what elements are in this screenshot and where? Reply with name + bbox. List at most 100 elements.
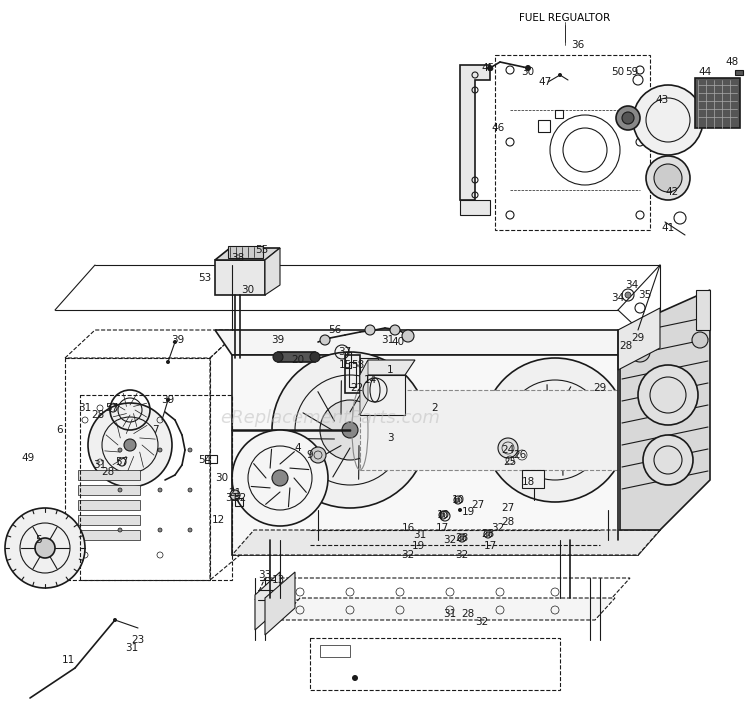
Circle shape xyxy=(188,488,192,492)
Text: 31: 31 xyxy=(443,609,457,619)
Text: 38: 38 xyxy=(231,253,244,263)
Circle shape xyxy=(643,435,693,485)
Text: 3: 3 xyxy=(387,433,393,443)
Text: 39: 39 xyxy=(272,335,285,345)
Bar xyxy=(695,78,740,128)
Text: 34: 34 xyxy=(626,280,638,290)
Bar xyxy=(205,455,217,463)
Text: 27: 27 xyxy=(471,500,484,510)
Text: 57: 57 xyxy=(116,457,129,467)
Circle shape xyxy=(35,538,55,558)
Text: 19: 19 xyxy=(461,507,475,517)
Text: 59: 59 xyxy=(626,67,638,77)
Text: 56: 56 xyxy=(328,325,341,335)
Circle shape xyxy=(113,618,117,622)
Text: 14: 14 xyxy=(363,375,376,385)
Text: 10: 10 xyxy=(436,510,449,520)
Text: 25: 25 xyxy=(503,457,517,467)
Text: 30: 30 xyxy=(215,473,229,483)
Circle shape xyxy=(630,342,650,362)
Polygon shape xyxy=(618,308,660,370)
Text: 18: 18 xyxy=(521,477,535,487)
Text: 19: 19 xyxy=(411,541,424,551)
Circle shape xyxy=(397,412,453,468)
Text: 32: 32 xyxy=(443,535,457,545)
Circle shape xyxy=(365,325,375,335)
Polygon shape xyxy=(265,248,280,295)
Text: eReplacementParts.com: eReplacementParts.com xyxy=(220,409,440,427)
Circle shape xyxy=(527,402,583,458)
Text: 17: 17 xyxy=(435,523,448,533)
Circle shape xyxy=(188,528,192,532)
Polygon shape xyxy=(360,360,415,375)
Polygon shape xyxy=(265,572,295,635)
Text: 9: 9 xyxy=(307,450,314,460)
Text: 32: 32 xyxy=(455,550,469,560)
Text: 50: 50 xyxy=(611,67,625,77)
Text: 24: 24 xyxy=(501,445,515,455)
Text: 10: 10 xyxy=(452,495,464,505)
Text: 13: 13 xyxy=(272,575,285,585)
Circle shape xyxy=(320,400,380,460)
Text: 49: 49 xyxy=(21,453,34,463)
Circle shape xyxy=(272,352,428,508)
Circle shape xyxy=(525,65,531,71)
Circle shape xyxy=(654,164,682,192)
Polygon shape xyxy=(460,65,490,200)
Polygon shape xyxy=(620,290,710,530)
Text: 28: 28 xyxy=(101,467,115,477)
Text: 31: 31 xyxy=(125,643,139,653)
Bar xyxy=(235,498,243,506)
Circle shape xyxy=(409,424,441,456)
Text: 23: 23 xyxy=(131,635,145,645)
Text: 11: 11 xyxy=(62,655,74,665)
Polygon shape xyxy=(215,330,638,355)
Text: 54: 54 xyxy=(198,455,211,465)
Circle shape xyxy=(616,106,640,130)
Bar xyxy=(232,355,638,555)
Bar xyxy=(696,290,710,330)
Text: 1: 1 xyxy=(387,365,393,375)
Text: 28: 28 xyxy=(455,533,469,543)
Polygon shape xyxy=(78,530,140,540)
Bar xyxy=(345,355,360,393)
Text: 32: 32 xyxy=(491,523,505,533)
Circle shape xyxy=(158,448,162,452)
Circle shape xyxy=(88,403,172,487)
Text: 22: 22 xyxy=(350,383,364,393)
Circle shape xyxy=(487,65,493,71)
Polygon shape xyxy=(360,375,405,415)
Circle shape xyxy=(622,112,634,124)
Polygon shape xyxy=(460,200,490,215)
Circle shape xyxy=(310,352,320,362)
Text: 31: 31 xyxy=(225,493,238,503)
Bar xyxy=(522,470,544,488)
Circle shape xyxy=(124,439,136,451)
Circle shape xyxy=(460,536,464,540)
Text: 55: 55 xyxy=(255,245,268,255)
Circle shape xyxy=(558,73,562,77)
Bar xyxy=(310,638,560,690)
Circle shape xyxy=(498,438,518,458)
Text: 57: 57 xyxy=(105,403,118,413)
Polygon shape xyxy=(78,500,140,510)
Circle shape xyxy=(625,292,631,298)
Text: 39: 39 xyxy=(171,335,184,345)
Text: 47: 47 xyxy=(538,77,551,87)
Circle shape xyxy=(456,498,460,502)
Text: 39: 39 xyxy=(161,395,175,405)
Text: 32: 32 xyxy=(401,550,415,560)
Text: 35: 35 xyxy=(638,290,652,300)
Text: 7: 7 xyxy=(152,425,158,435)
Circle shape xyxy=(232,430,328,526)
Bar xyxy=(360,358,378,398)
Text: 52: 52 xyxy=(233,493,247,503)
Circle shape xyxy=(158,488,162,492)
Text: 6: 6 xyxy=(57,425,63,435)
Polygon shape xyxy=(78,485,140,495)
Circle shape xyxy=(342,422,358,438)
Text: 34: 34 xyxy=(611,293,625,303)
Circle shape xyxy=(188,448,192,452)
Bar xyxy=(349,362,356,387)
Text: 21: 21 xyxy=(228,488,242,498)
